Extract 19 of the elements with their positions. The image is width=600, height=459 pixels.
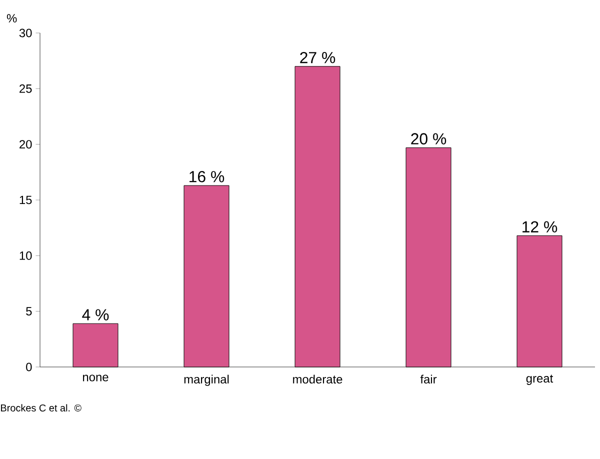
y-tick-label: 30: [19, 28, 32, 38]
data-label: 12 %: [522, 221, 558, 232]
y-axis-title: %: [6, 14, 17, 22]
x-tick-label: fair: [420, 374, 437, 384]
data-label: 16 %: [190, 171, 224, 182]
data-label: 4 %: [82, 309, 109, 320]
y-tick-label: 10: [20, 251, 32, 260]
x-tick-label: moderate: [293, 374, 342, 384]
y-tick-label: 15: [20, 196, 32, 204]
x-tick-label: none: [83, 374, 108, 382]
text: Brockes C et al. ©: [1, 404, 82, 412]
y-tick-label: 0: [26, 362, 32, 372]
x-tick-label: great: [526, 374, 554, 385]
y-tick-label: 25: [20, 84, 32, 93]
y-tick-label: 20: [20, 140, 32, 149]
data-label: 20 %: [411, 133, 446, 144]
y-tick-label: 5: [26, 307, 32, 316]
data-label: 27 %: [300, 52, 336, 64]
x-tick-label: marginal: [184, 374, 229, 386]
